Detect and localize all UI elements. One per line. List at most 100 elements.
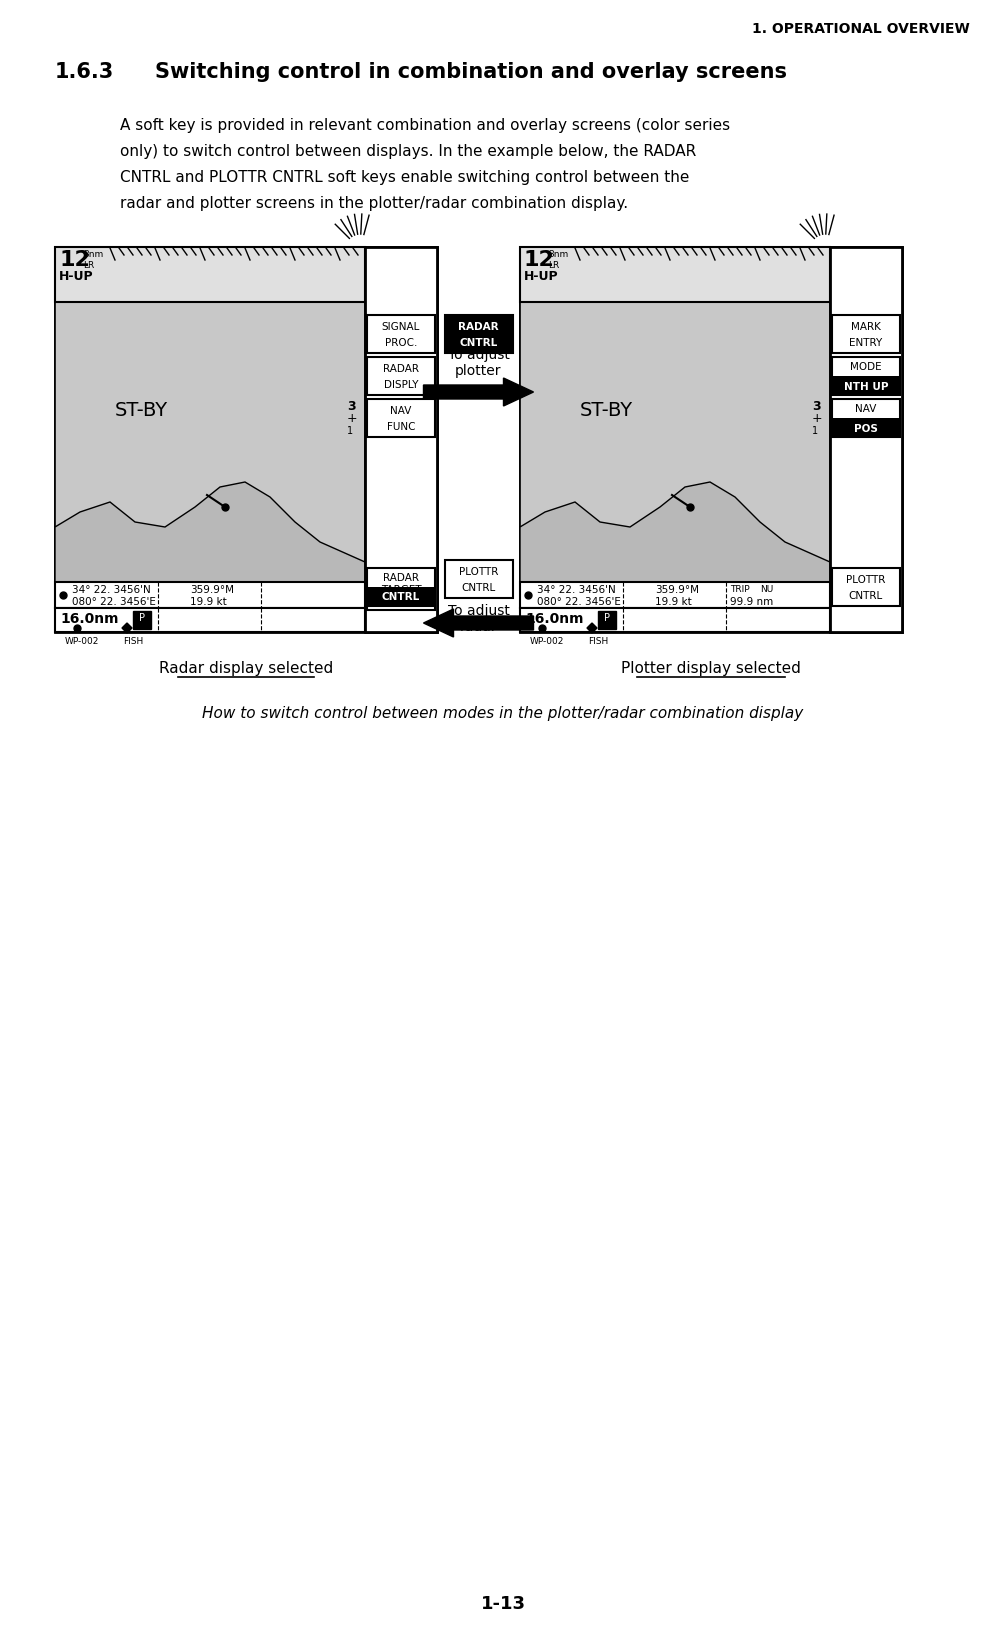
Text: 080° 22. 3456'E: 080° 22. 3456'E <box>72 597 156 607</box>
Bar <box>367 400 435 437</box>
Text: LR: LR <box>548 261 559 269</box>
Text: 1-13: 1-13 <box>481 1594 525 1612</box>
Text: 34° 22. 3456'N: 34° 22. 3456'N <box>537 584 616 594</box>
Text: NTH UP: NTH UP <box>844 382 888 392</box>
Text: 3nm: 3nm <box>83 250 104 259</box>
Bar <box>520 248 902 633</box>
Text: ENTRY: ENTRY <box>849 338 882 348</box>
Bar <box>55 609 365 633</box>
Text: A soft key is provided in relevant combination and overlay screens (color series: A soft key is provided in relevant combi… <box>120 118 730 132</box>
Bar <box>55 304 365 583</box>
Bar <box>832 317 900 354</box>
Text: 12: 12 <box>524 250 555 269</box>
Bar <box>367 568 435 607</box>
Bar <box>520 609 830 633</box>
Text: CNTRL: CNTRL <box>849 591 883 601</box>
Text: Plotter display selected: Plotter display selected <box>621 661 801 676</box>
Text: CNTRL: CNTRL <box>382 592 421 602</box>
Text: TRIP: TRIP <box>730 584 749 594</box>
Text: CNTRL and PLOTTR CNTRL soft keys enable switching control between the: CNTRL and PLOTTR CNTRL soft keys enable … <box>120 170 689 184</box>
Bar <box>832 419 900 437</box>
Bar <box>832 377 900 395</box>
Bar <box>520 304 830 583</box>
Text: WP-002: WP-002 <box>530 636 564 646</box>
Text: 359.9°M: 359.9°M <box>190 584 234 594</box>
Polygon shape <box>520 483 830 583</box>
Text: FISH: FISH <box>123 636 143 646</box>
Text: P: P <box>139 612 145 623</box>
Bar <box>367 357 435 395</box>
Text: Radar display selected: Radar display selected <box>159 661 333 676</box>
Bar <box>832 357 900 395</box>
Text: To adjust: To adjust <box>448 604 509 617</box>
Polygon shape <box>55 483 365 583</box>
Text: plotter: plotter <box>456 364 502 377</box>
Bar <box>520 583 830 609</box>
Text: RADAR: RADAR <box>383 364 420 374</box>
Text: 34° 22. 3456'N: 34° 22. 3456'N <box>72 584 151 594</box>
Text: WP-002: WP-002 <box>65 636 100 646</box>
Bar <box>367 588 435 607</box>
Text: NU: NU <box>760 584 774 594</box>
Text: FISH: FISH <box>588 636 609 646</box>
Text: ST-BY: ST-BY <box>580 401 633 419</box>
Bar <box>520 248 830 304</box>
Text: FUNC: FUNC <box>386 421 415 431</box>
Bar <box>830 248 902 633</box>
Text: To adjust: To adjust <box>448 348 509 362</box>
Text: PROC.: PROC. <box>385 338 417 348</box>
Text: RADAR: RADAR <box>458 322 499 331</box>
Text: MARK: MARK <box>851 322 881 333</box>
Text: H-UP: H-UP <box>59 269 94 282</box>
Text: 3: 3 <box>347 400 356 413</box>
Text: TARGET: TARGET <box>380 584 422 594</box>
Polygon shape <box>424 610 533 638</box>
Text: ST-BY: ST-BY <box>115 401 168 419</box>
Text: 1: 1 <box>347 426 353 436</box>
Text: P: P <box>604 612 610 623</box>
Text: How to switch control between modes in the plotter/radar combination display: How to switch control between modes in t… <box>202 705 804 721</box>
Text: 99.9 nm: 99.9 nm <box>730 597 774 607</box>
Text: 080° 22. 3456'E: 080° 22. 3456'E <box>537 597 621 607</box>
Bar <box>598 612 616 630</box>
Bar <box>445 317 512 354</box>
Bar <box>832 400 900 437</box>
Text: POS: POS <box>854 423 878 432</box>
Text: PLOTTR: PLOTTR <box>459 566 498 578</box>
Text: 359.9°M: 359.9°M <box>655 584 699 594</box>
Text: only) to switch control between displays. In the example below, the RADAR: only) to switch control between displays… <box>120 144 696 158</box>
Text: NAV: NAV <box>855 405 876 415</box>
Bar <box>367 317 435 354</box>
Bar <box>832 568 900 607</box>
Text: 3: 3 <box>812 400 821 413</box>
Text: PLOTTR: PLOTTR <box>846 574 885 584</box>
Text: 16.0nm: 16.0nm <box>525 612 583 625</box>
Bar <box>367 581 435 610</box>
Text: CNTRL: CNTRL <box>462 583 496 592</box>
Text: Switching control in combination and overlay screens: Switching control in combination and ove… <box>155 62 787 82</box>
Text: LR: LR <box>83 261 95 269</box>
Text: 3nm: 3nm <box>548 250 568 259</box>
Text: radar and plotter screens in the plotter/radar combination display.: radar and plotter screens in the plotter… <box>120 196 628 211</box>
Text: NAV: NAV <box>390 406 411 416</box>
Bar <box>55 248 437 633</box>
Text: 19.9 kt: 19.9 kt <box>655 597 692 607</box>
Text: 19.9 kt: 19.9 kt <box>190 597 226 607</box>
Bar <box>55 248 365 304</box>
Text: +: + <box>347 411 357 424</box>
Text: 16.0nm: 16.0nm <box>60 612 119 625</box>
Text: MODE: MODE <box>850 362 882 372</box>
Text: 1: 1 <box>812 426 818 436</box>
Bar <box>365 248 437 633</box>
Text: radar: radar <box>460 620 497 633</box>
Text: H-UP: H-UP <box>524 269 558 282</box>
Text: DISPLY: DISPLY <box>383 379 418 390</box>
Bar <box>55 583 365 609</box>
Text: 12: 12 <box>59 250 90 269</box>
Text: CNTRL: CNTRL <box>460 338 498 348</box>
Text: 1. OPERATIONAL OVERVIEW: 1. OPERATIONAL OVERVIEW <box>752 21 970 36</box>
Bar <box>445 561 512 599</box>
Bar <box>133 612 151 630</box>
Text: +: + <box>812 411 823 424</box>
Text: SIGNAL: SIGNAL <box>382 322 421 333</box>
